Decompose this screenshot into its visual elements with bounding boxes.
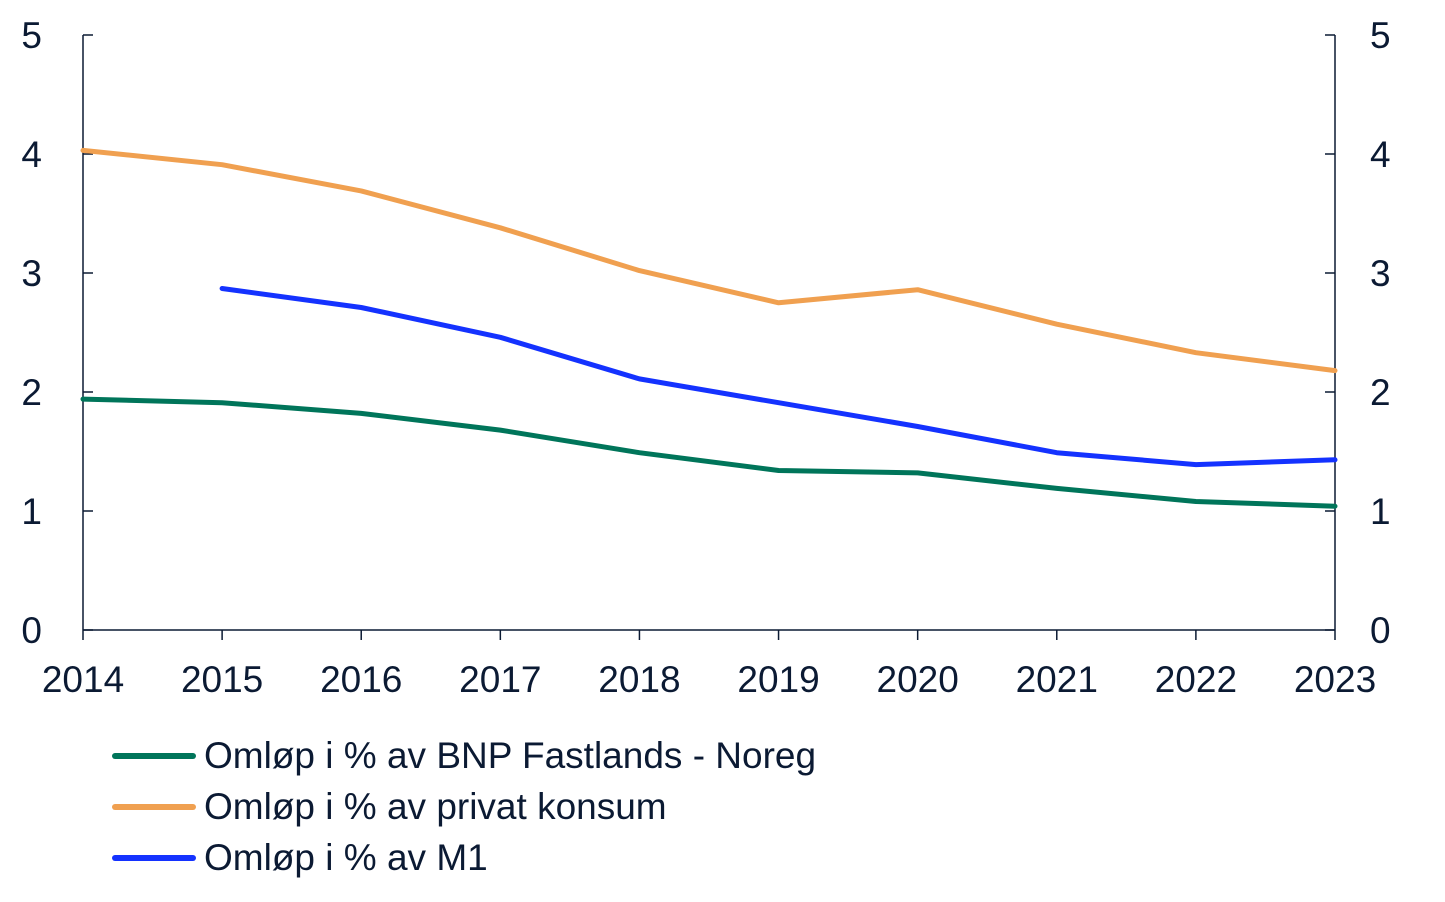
- legend-swatch: [112, 854, 196, 861]
- chart-axes: [82, 35, 1336, 631]
- legend-label: Omløp i % av privat konsum: [204, 785, 667, 827]
- series-line-2: [80, 147, 1338, 374]
- left-y-tick-label: 0: [21, 610, 42, 651]
- line-chart: 0 1 2 3 4 5 0 1 2 3 4 5 2014 2015 2016 2017 2018 2019 2020…: [21, 15, 1390, 700]
- x-tick-label: 2017: [459, 659, 541, 700]
- left-y-tick-label: 3: [21, 253, 42, 294]
- left-y-tick-label: 5: [21, 15, 42, 56]
- right-y-tick-label: 3: [1370, 253, 1391, 294]
- chart-ticks: 0 1 2 3 4 5 0 1 2 3 4 5 2014 2015 2016 2017 2018 2019 2020…: [21, 15, 1390, 700]
- right-y-tick-label: 2: [1370, 372, 1391, 413]
- left-y-tick-label: 2: [21, 372, 42, 413]
- x-tick-label: 2018: [598, 659, 680, 700]
- legend-swatch: [112, 752, 196, 759]
- series-line-3: [219, 286, 1338, 468]
- x-tick-label: 2022: [1155, 659, 1237, 700]
- x-tick-label: 2021: [1016, 659, 1098, 700]
- x-tick-label: 2016: [320, 659, 402, 700]
- x-tick-label: 2015: [181, 659, 263, 700]
- right-y-tick-label: 1: [1370, 491, 1391, 532]
- left-y-tick-label: 4: [21, 134, 42, 175]
- legend-item: Omløp i % av privat konsum: [112, 781, 816, 832]
- legend-item: Omløp i % av BNP Fastlands - Noreg: [112, 730, 816, 781]
- legend-label: Omløp i % av M1: [204, 836, 488, 878]
- chart-legend: Omløp i % av BNP Fastlands - Noreg Omløp …: [112, 730, 816, 883]
- legend-swatch: [112, 803, 196, 810]
- series-line-1: [80, 396, 1338, 509]
- right-y-tick-label: 0: [1370, 610, 1391, 651]
- left-y-tick-label: 1: [21, 491, 42, 532]
- legend-item: Omløp i % av M1: [112, 832, 816, 883]
- right-y-tick-label: 4: [1370, 134, 1391, 175]
- legend-label: Omløp i % av BNP Fastlands - Noreg: [204, 734, 817, 776]
- x-tick-label: 2023: [1294, 659, 1376, 700]
- x-tick-label: 2020: [877, 659, 959, 700]
- x-tick-label: 2019: [737, 659, 819, 700]
- right-y-tick-label: 5: [1370, 15, 1391, 56]
- x-tick-label: 2014: [42, 659, 124, 700]
- chart-series: [80, 147, 1338, 509]
